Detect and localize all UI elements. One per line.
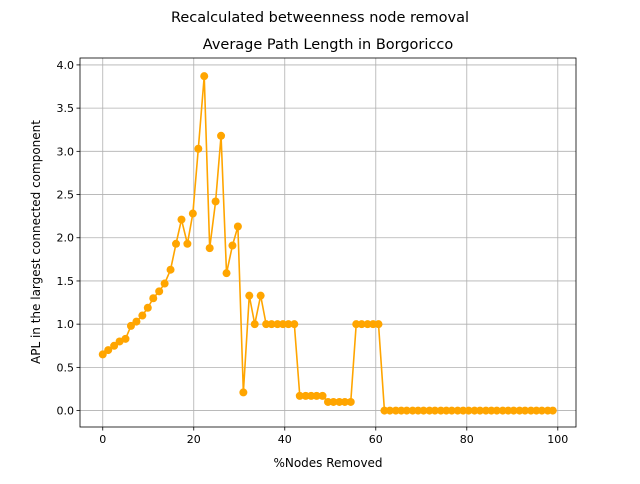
data-point	[233, 222, 242, 231]
figure-suptitle: Recalculated betweenness node removal	[171, 10, 469, 26]
y-tick-label: 2.0	[57, 232, 75, 245]
y-tick-label: 1.0	[57, 318, 75, 331]
axes-frame	[79, 57, 577, 428]
chart-title: Average Path Length in Borgoricco	[203, 37, 454, 53]
data-point	[447, 406, 456, 415]
y-tick-label: 3.0	[57, 145, 75, 158]
data-point	[205, 244, 214, 253]
data-point	[211, 197, 220, 206]
x-tick-label: 0	[99, 433, 106, 446]
data-point	[509, 406, 518, 415]
data-point	[464, 406, 473, 415]
data-point	[374, 320, 383, 329]
y-ticks: 0.0 0.5 1.0 1.5 2.0 2.5 3.0 3.5 4.0	[57, 59, 80, 418]
data-point	[430, 406, 439, 415]
data-point	[200, 72, 209, 81]
data-point	[222, 269, 231, 278]
data-point	[239, 388, 248, 397]
x-tick-label: 40	[278, 433, 292, 446]
data-point	[155, 287, 164, 296]
y-tick-label: 3.5	[57, 102, 75, 115]
data-point	[537, 406, 546, 415]
data-point	[284, 320, 293, 329]
data-point	[110, 341, 119, 350]
data-point	[470, 406, 479, 415]
y-tick-label: 1.5	[57, 275, 75, 288]
y-tick-label: 0.0	[57, 405, 75, 418]
x-tick-label: 20	[187, 433, 201, 446]
data-point	[329, 397, 338, 406]
x-ticks: 0 20 40 60 80 100	[99, 427, 568, 446]
data-point	[318, 391, 327, 400]
data-point	[121, 334, 130, 343]
data-point	[138, 311, 147, 320]
data-point	[183, 239, 192, 248]
data-point	[340, 397, 349, 406]
data-point	[132, 317, 141, 326]
data-point	[217, 131, 226, 140]
data-point	[346, 397, 355, 406]
x-axis-label: %Nodes Removed	[273, 456, 382, 470]
data-point	[419, 406, 428, 415]
y-axis-label: APL in the largest connected component	[29, 120, 43, 364]
y-tick-label: 4.0	[57, 59, 75, 72]
data-point	[228, 241, 237, 250]
data-point	[475, 406, 484, 415]
data-point	[98, 350, 107, 359]
y-tick-label: 2.5	[57, 189, 75, 202]
data-point	[548, 406, 557, 415]
data-point	[104, 346, 113, 355]
data-point	[126, 321, 135, 330]
x-tick-label: 100	[547, 433, 568, 446]
data-point	[160, 279, 169, 288]
data-point	[172, 239, 181, 248]
plot-frame	[79, 57, 577, 428]
data-point	[521, 406, 530, 415]
data-point	[385, 406, 394, 415]
data-point	[256, 291, 265, 300]
data-point	[290, 320, 299, 329]
data-point	[177, 215, 186, 224]
data-point	[312, 391, 321, 400]
data-point	[188, 209, 197, 218]
data-point	[143, 303, 152, 312]
grid	[80, 58, 576, 427]
data-point	[402, 406, 411, 415]
x-tick-label: 60	[369, 433, 383, 446]
data-point	[245, 291, 254, 300]
data-point	[492, 406, 501, 415]
data-point	[295, 391, 304, 400]
data-point	[166, 265, 175, 274]
y-tick-label: 0.5	[57, 361, 75, 374]
data-point	[149, 294, 158, 303]
x-tick-label: 80	[460, 433, 474, 446]
data-point	[357, 320, 366, 329]
data-point	[194, 144, 203, 153]
data-point	[267, 320, 276, 329]
data-point	[250, 320, 259, 329]
series-line-group	[98, 72, 557, 415]
